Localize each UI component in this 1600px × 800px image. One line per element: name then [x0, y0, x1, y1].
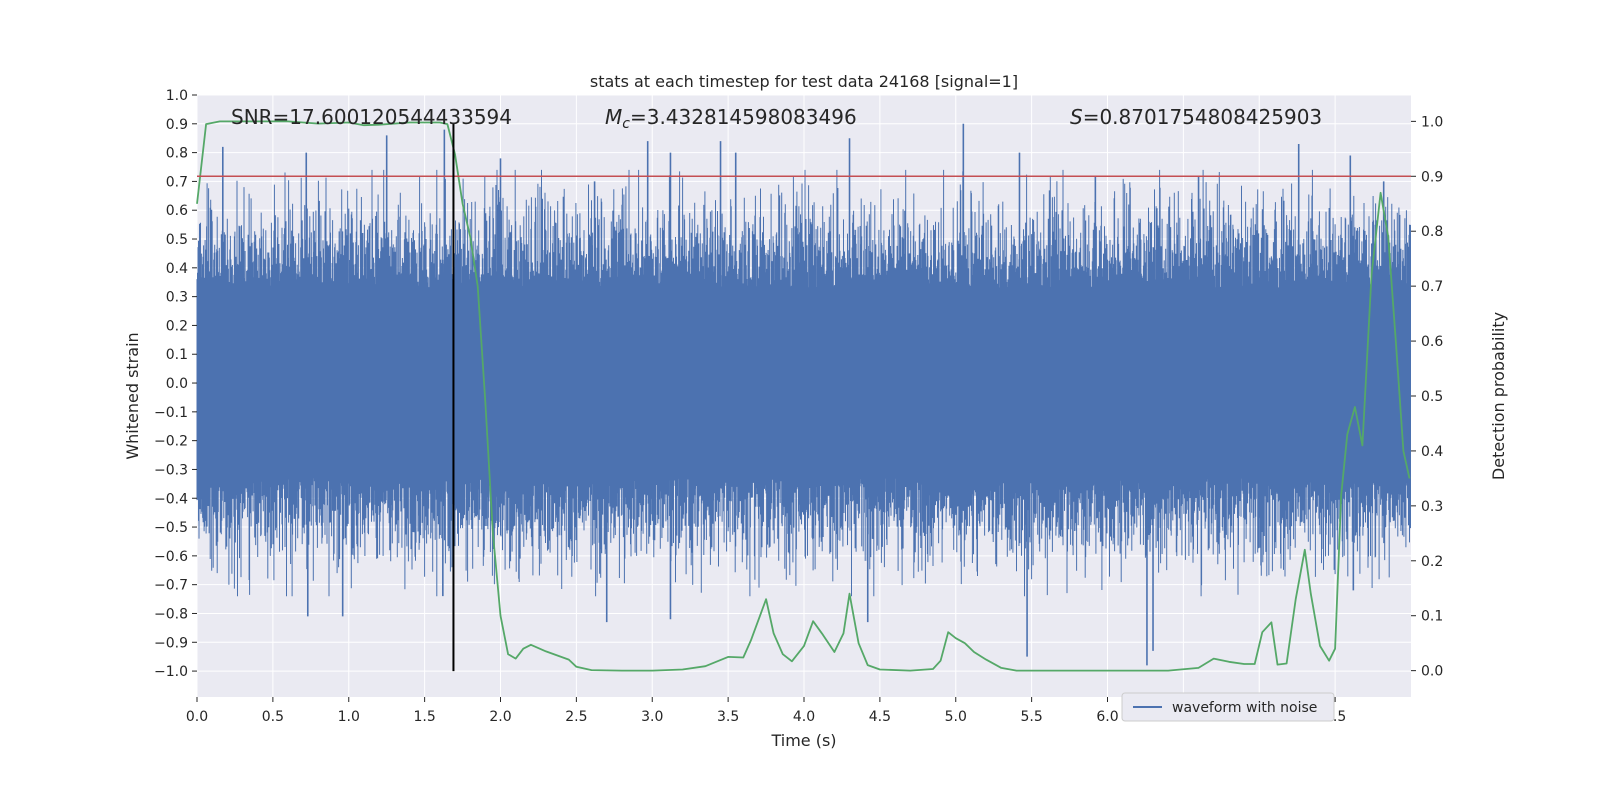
x-tick-label: 6.0: [1096, 709, 1118, 725]
y-tick-label: −0.3: [154, 462, 188, 478]
chirp-mass-symbol: M: [605, 105, 622, 129]
chirp-mass-annotation: Mc=3.432814598083496: [605, 105, 857, 132]
y-tick-label: −0.7: [154, 578, 188, 594]
snr-annotation: SNR=17.600120544433594: [231, 105, 512, 129]
y-tick-label: 0.0: [166, 376, 188, 392]
legend-label: waveform with noise: [1172, 700, 1317, 716]
s-value: =0.8701754808425903: [1083, 105, 1322, 129]
chirp-mass-subscript: c: [622, 116, 630, 132]
y-tick-label: −1.0: [154, 664, 188, 680]
lines-layer: [196, 120, 1411, 672]
x-tick-label: 4.0: [793, 709, 815, 725]
x-tick-label: 2.0: [489, 709, 511, 725]
y2-axis-label: Detection probability: [1489, 312, 1508, 480]
x-tick-label: 3.5: [717, 709, 739, 725]
y-tick-label: −0.5: [154, 520, 188, 536]
legend-box: [1121, 692, 1335, 722]
y2-tick-label: 0.3: [1421, 499, 1443, 515]
chart-title: stats at each timestep for test data 241…: [590, 72, 1018, 91]
y-tick-label: −0.8: [154, 606, 188, 622]
s-annotation: S=0.8701754808425903: [1070, 105, 1322, 129]
y-tick-label: 0.5: [166, 232, 188, 248]
x-tick-label: 1.5: [413, 709, 435, 725]
y-tick-label: −0.2: [154, 434, 188, 450]
y2-tick-label: 0.4: [1421, 444, 1443, 460]
y2-tick-label: 0.7: [1421, 279, 1443, 295]
x-tick-label: 0.5: [262, 709, 284, 725]
y2-tick-label: 1.0: [1421, 114, 1443, 130]
y2-tick-label: 0.0: [1421, 664, 1443, 680]
x-tick-label: 5.5: [1020, 709, 1042, 725]
x-tick-label: 1.0: [338, 709, 360, 725]
chirp-mass-value: =3.432814598083496: [630, 105, 857, 129]
y2-tick-label: 0.1: [1421, 609, 1443, 625]
waveform-noise-trace: [196, 169, 1411, 597]
y-tick-label: −0.4: [154, 491, 188, 507]
y2-tick-label: 0.9: [1421, 169, 1443, 185]
x-tick-label: 3.0: [641, 709, 663, 725]
y-tick-label: 0.2: [166, 318, 188, 334]
y2-tick-label: 0.8: [1421, 224, 1443, 240]
x-tick-label: 2.5: [565, 709, 587, 725]
s-symbol: S: [1070, 105, 1083, 129]
x-tick-label: 5.0: [945, 709, 967, 725]
y-tick-label: −0.9: [154, 635, 188, 651]
y-tick-label: 0.1: [166, 347, 188, 363]
legend: waveform with noise: [1121, 692, 1335, 722]
x-tick-label: 0.0: [186, 709, 208, 725]
y-tick-label: 0.4: [166, 261, 188, 277]
y-tick-label: 0.8: [166, 146, 188, 162]
y-tick-label: −0.1: [154, 405, 188, 421]
y-tick-label: 0.3: [166, 290, 188, 306]
y2-tick-label: 0.5: [1421, 389, 1443, 405]
y-tick-label: −0.6: [154, 549, 188, 565]
x-tick-label: 4.5: [869, 709, 891, 725]
y-axis-label: Whitened strain: [123, 332, 142, 459]
x-axis-label: Time (s): [770, 731, 836, 750]
y-tick-label: 0.9: [166, 117, 188, 133]
y-tick-label: 0.7: [166, 174, 188, 190]
detection-probability-line: [196, 120, 1411, 672]
y2-tick-label: 0.6: [1421, 334, 1443, 350]
y2-tick-label: 0.2: [1421, 554, 1443, 570]
y-tick-label: 0.6: [166, 203, 188, 219]
waveform-series: [196, 123, 1411, 666]
y-tick-label: 1.0: [166, 88, 188, 104]
